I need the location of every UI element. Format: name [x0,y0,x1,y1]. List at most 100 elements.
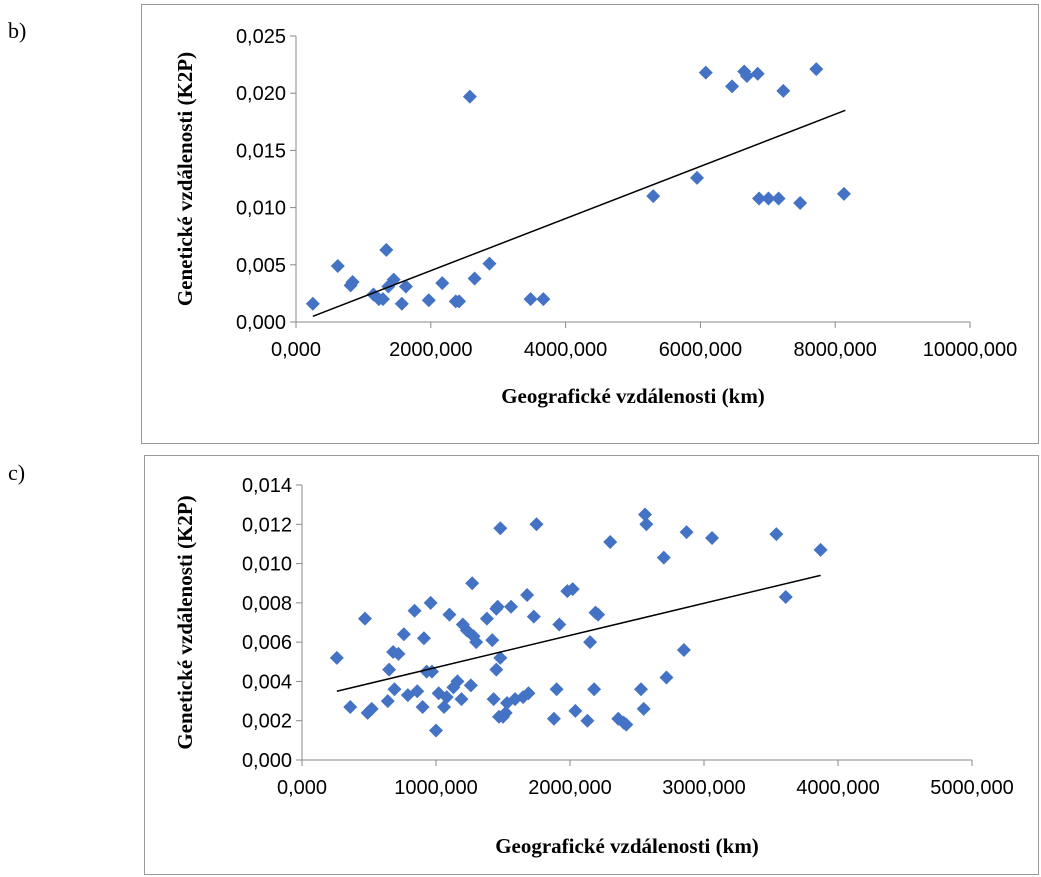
data-point [498,705,513,720]
x-tick-label: 2000,000 [389,339,472,361]
data-point [769,527,784,542]
data-point [603,534,618,549]
data-point [485,633,500,648]
x-tick-label: 6000,000 [659,339,742,361]
data-point [490,599,505,614]
data-point [398,279,413,294]
data-point [752,191,767,206]
data-point [504,599,519,614]
data-point [479,611,494,626]
data-point [526,609,541,624]
data-point [761,191,776,206]
data-point [809,62,824,77]
data-point [421,293,436,308]
data-point [379,242,394,257]
data-point [656,550,671,565]
x-tick-label: 1000,000 [394,777,477,799]
data-point [639,517,654,532]
data-point [364,701,379,716]
data-point [431,686,446,701]
data-point [493,650,508,665]
data-point [587,682,602,697]
x-axis-title: Geografické vzdálenosti (km) [495,834,759,858]
data-point [493,521,508,536]
data-point [465,576,480,591]
data-point [452,294,467,309]
data-point [407,603,422,618]
data-point [690,170,705,185]
data-point [437,699,452,714]
data-point [423,595,438,610]
data-point [521,686,536,701]
data-point [329,650,344,665]
data-point [836,186,851,201]
data-point [646,189,661,204]
x-tick-label: 0,000 [277,777,327,799]
data-point [771,191,786,206]
data-point [382,662,397,677]
x-tick-label: 8000,000 [793,339,876,361]
data-point [305,296,320,311]
y-tick-label: 0,000 [236,312,286,334]
y-tick-label: 0,010 [236,198,286,220]
data-point [410,684,425,699]
trendline [312,109,846,317]
x-tick-label: 4000,000 [524,339,607,361]
data-point [813,542,828,557]
data-point [619,717,634,732]
data-point [500,696,515,711]
y-tick-label: 0,025 [236,26,286,48]
data-point [793,196,808,211]
data-point [776,83,791,98]
data-point [636,701,651,716]
data-point [725,79,740,94]
scatter-chart-c: 0,000 0,002 0,004 0,006 0,008 0,010 0,012 0,014… [173,475,1014,858]
data-point [380,694,395,709]
x-tick-label: 3000,000 [662,777,745,799]
data-point [429,723,443,738]
data-point [523,292,538,307]
y-tick-label: 0,014 [242,475,292,497]
data-point [520,588,535,602]
y-tick-label: 0,008 [242,593,292,615]
data-point [529,517,544,532]
data-point [386,644,401,659]
data-point [549,682,564,697]
data-point [391,646,406,661]
y-tick-label: 0,010 [242,554,292,576]
data-point [659,670,674,685]
scatter-chart-b: 0,000 0,005 0,010 0,015 0,020 0,025 0,000 2000,… [173,26,1018,408]
y-tick-label: 0,012 [242,514,292,536]
y-tick-label: 0,002 [242,711,292,733]
data-point [536,292,551,307]
data-point [638,507,653,522]
y-tick-label: 0,020 [236,83,286,105]
data-point [394,296,409,311]
y-tick-label: 0,006 [242,632,292,654]
data-point [375,292,390,307]
data-point [469,635,484,650]
data-point [439,690,454,705]
data-point [396,627,411,642]
data-point [486,692,501,707]
data-point [739,69,754,84]
data-point [463,678,478,693]
panel-label-b: b) [8,18,27,43]
data-point [583,635,598,650]
x-tick-label: 4000,000 [796,777,879,799]
data-point [435,276,450,291]
x-tick-label: 2000,000 [528,777,611,799]
data-point [442,607,457,622]
data-point [455,617,470,632]
data-point [387,682,402,697]
data-point [778,589,793,604]
y-tick-label: 0,005 [236,255,286,277]
data-point [591,607,606,622]
data-point [416,631,431,646]
data-point [345,274,360,289]
data-point [482,256,497,271]
data-point [705,531,720,546]
data-point [516,690,531,705]
x-tick-label: 10000,000 [923,339,1018,361]
data-point [357,611,372,626]
